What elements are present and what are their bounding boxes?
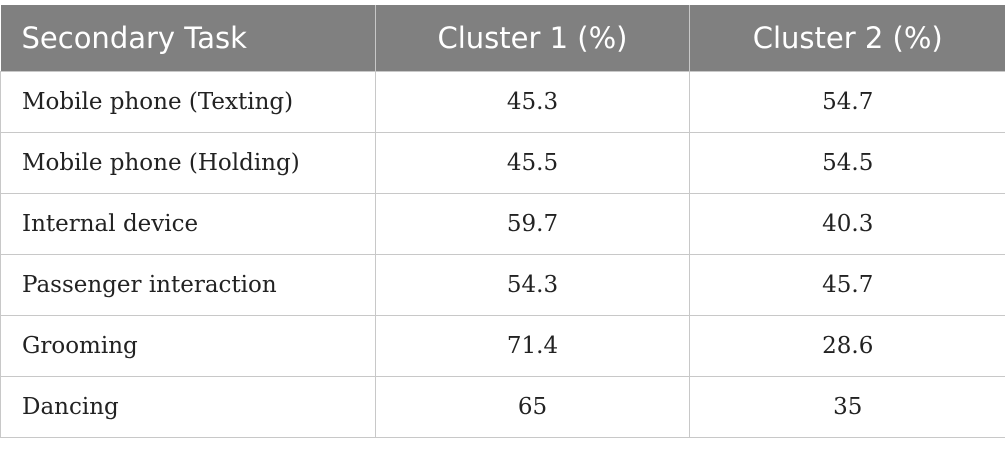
table-cell: Mobile phone (Holding) [0, 132, 376, 194]
table-body: Mobile phone (Texting) 45.3 54.7 Mobile pho… [0, 71, 1005, 438]
table-cell: Internal device [0, 193, 376, 255]
table-cell: 35 [689, 376, 1005, 438]
table-cell: Grooming [0, 315, 376, 377]
table-cell: 45.5 [375, 132, 690, 194]
table-cell: 40.3 [689, 193, 1005, 255]
table-cell: 54.5 [689, 132, 1005, 194]
table-cell: Dancing [0, 376, 376, 438]
table-cell: 45.7 [689, 254, 1005, 316]
table-cell: 54.7 [689, 71, 1005, 133]
table-cell: 45.3 [375, 71, 690, 133]
table-cell: Passenger interaction [0, 254, 376, 316]
table-row: Passenger interaction 54.3 45.7 [0, 254, 1005, 316]
header-cell: Secondary Task [0, 5, 376, 72]
data-table: Secondary Task Cluster 1 (%) Cluster 2 (%)… [0, 5, 1005, 438]
header-row: Secondary Task Cluster 1 (%) Cluster 2 (%) [0, 5, 1005, 72]
table-cell: 28.6 [689, 315, 1005, 377]
table-cell: 71.4 [375, 315, 690, 377]
table-row: Dancing 65 35 [0, 376, 1005, 438]
table-row: Grooming 71.4 28.6 [0, 315, 1005, 377]
table-row: Mobile phone (Holding) 45.5 54.5 [0, 132, 1005, 194]
table-row: Mobile phone (Texting) 45.3 54.7 [0, 71, 1005, 133]
header-cell: Cluster 1 (%) [375, 5, 690, 72]
table-cell: Mobile phone (Texting) [0, 71, 376, 133]
table-row: Internal device 59.7 40.3 [0, 193, 1005, 255]
table-cell: 59.7 [375, 193, 690, 255]
table-cell: 65 [375, 376, 690, 438]
table-cell: 54.3 [375, 254, 690, 316]
header-cell: Cluster 2 (%) [689, 5, 1005, 72]
